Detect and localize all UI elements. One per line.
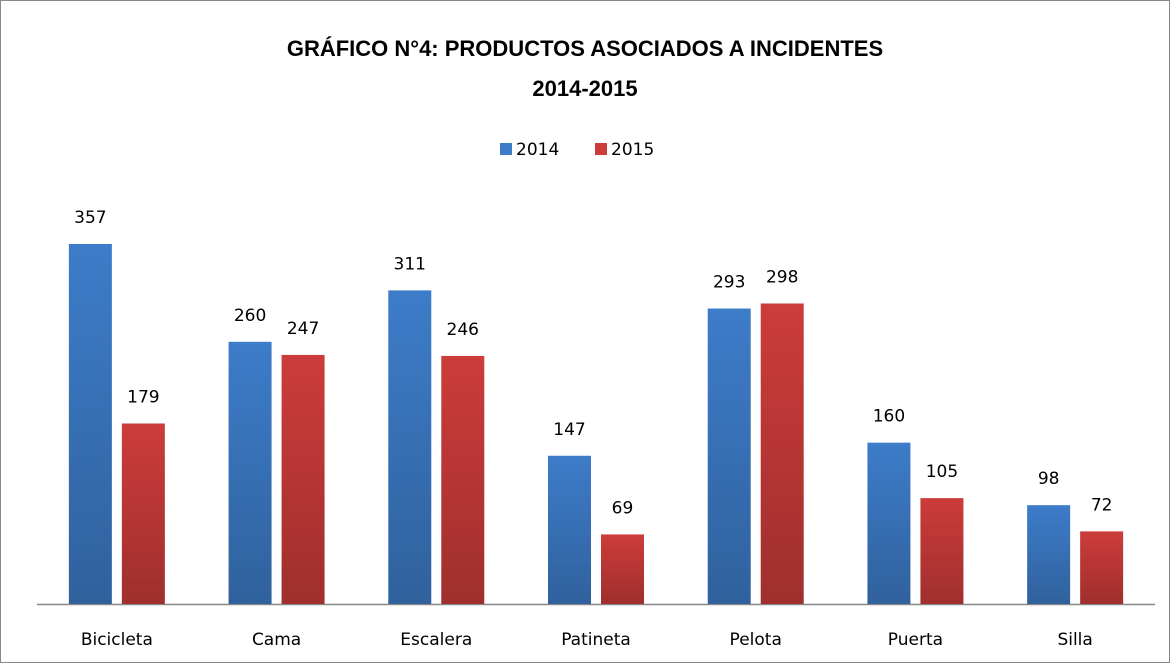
x-tick-label: Puerta [888,630,943,650]
bar [281,354,325,604]
data-label: 98 [1038,469,1060,489]
x-tick-label: Silla [1057,630,1092,650]
chart-title: GRÁFICO N°4: PRODUCTOS ASOCIADOS A INCID… [287,36,883,61]
bar [228,341,272,604]
data-label: 293 [713,273,745,293]
data-label: 298 [766,267,798,287]
data-label: 247 [287,319,319,339]
legend-label: 2015 [611,140,654,160]
bar [760,303,804,604]
bar [920,498,964,604]
legend-swatch [500,143,512,155]
data-label: 69 [612,498,634,518]
data-label: 260 [234,306,266,326]
data-label: 246 [447,320,479,340]
bar [867,442,911,604]
bar [388,290,432,604]
data-label: 179 [127,387,159,407]
bar [548,455,591,604]
bar [68,244,112,604]
chart-title: 2014-2015 [532,76,637,101]
bar [441,355,485,604]
x-tick-label: Pelota [730,630,782,650]
data-label: 105 [926,462,958,482]
data-label: 357 [74,208,106,228]
legend-swatch [595,143,607,155]
bar [707,308,751,604]
data-label: 311 [394,254,426,274]
bar [1027,505,1071,604]
data-label: 72 [1091,495,1113,515]
bar [601,534,644,604]
x-tick-label: Escalera [400,630,472,650]
bar [121,423,165,604]
data-label: 147 [553,420,585,440]
x-tick-label: Cama [252,630,301,650]
bar [1080,531,1124,604]
legend-label: 2014 [516,140,559,160]
x-tick-label: Patineta [561,630,631,650]
x-tick-label: Bicicleta [81,630,153,650]
data-label: 160 [873,407,905,427]
